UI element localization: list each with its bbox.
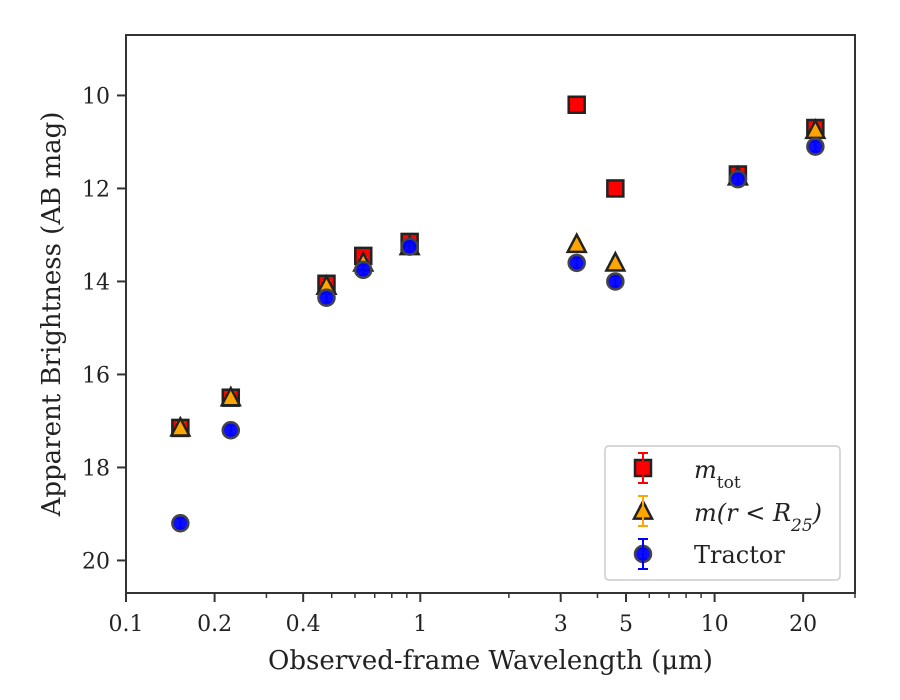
x-tick-label: 3 [554,612,568,637]
mark-mr25 [604,250,627,272]
y-tick-label: 20 [82,549,110,574]
legend-label-tractor: Tractor [694,541,785,569]
mark-tractor [221,421,241,440]
x-axis-ticks: 0.1 0.2 0.4 1 3 5 10 20 [109,593,856,637]
x-axis-label: Observed-frame Wavelength (μm) [268,646,713,676]
y-tick-label: 18 [82,456,110,481]
legend: mtot m(r < R25) Tractor [604,445,841,581]
x-tick-label: 10 [701,612,729,637]
x-tick-label: 0.2 [197,612,232,637]
mark-tractor [354,260,373,280]
legend-marker-mtot [633,452,653,484]
mark-tractor [171,514,190,533]
mark-mr25 [219,385,242,407]
y-axis-ticks: 10 12 14 16 18 20 [82,84,126,574]
mark-tractor [317,288,336,307]
mark-mr25 [169,415,192,437]
mark-mtot [567,95,586,114]
legend-box [604,445,841,581]
y-tick-label: 14 [82,270,110,295]
y-axis-label: Apparent Brightness (AB mag) [37,112,67,518]
legend-marker-mr25 [631,495,655,527]
y-tick-label: 10 [82,84,110,109]
mark-tractor [400,237,419,256]
legend-marker-tractor [633,538,653,570]
x-tick-label: 5 [619,612,633,637]
mark-tractor [728,169,748,189]
legend-label-mtot: mtot [694,456,741,493]
mark-mr25 [804,118,827,140]
x-tick-label: 20 [789,612,817,637]
mark-mr25 [565,231,588,254]
x-tick-label: 1 [413,612,427,637]
mark-tractor [606,272,625,291]
legend-markers [631,452,655,570]
legend-label-mr25: m(r < R25) [694,499,822,536]
data-marks [169,95,827,533]
y-tick-label: 12 [82,177,110,202]
plot-frame [125,34,856,594]
mark-mtot [606,179,625,198]
y-tick-label: 16 [82,363,110,388]
x-tick-label: 0.1 [109,612,144,637]
mark-tractor [567,253,586,273]
mark-tractor [806,137,825,156]
x-tick-label: 0.4 [286,612,321,637]
